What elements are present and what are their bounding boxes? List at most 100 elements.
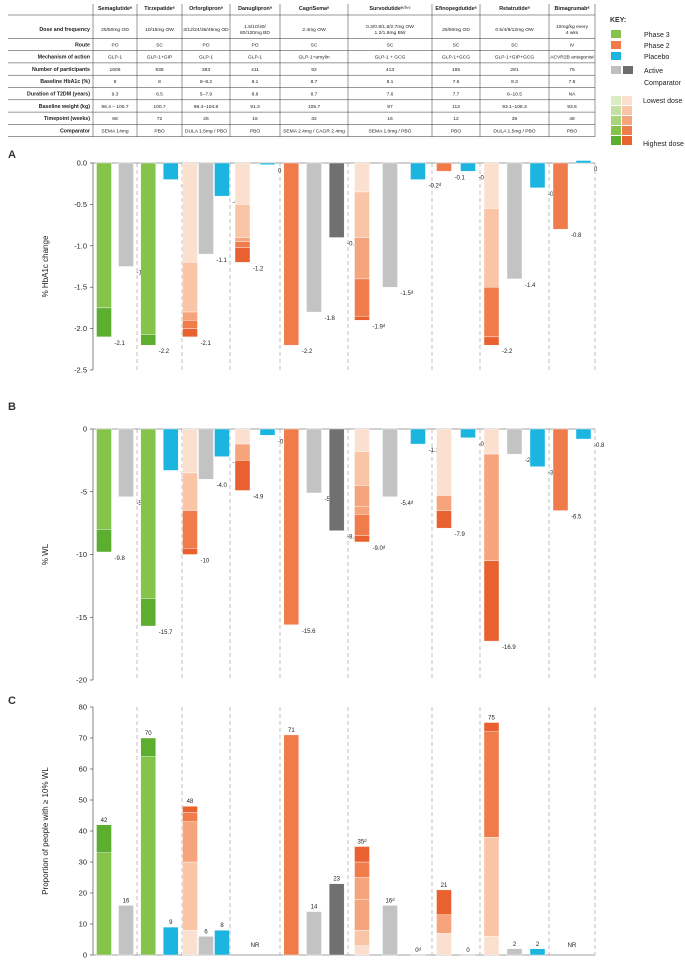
bar-value-label: -1.5ᵈ: [401, 290, 414, 297]
bar-value-label: 35ᵈ: [358, 839, 367, 846]
nr-label: NR: [568, 943, 577, 949]
key-swatch: [623, 66, 633, 74]
bar-value-label: 48: [187, 799, 194, 805]
row-label: Comparator: [60, 128, 90, 134]
bar-value-label: -15.7: [159, 630, 173, 636]
key-label: Phase 3: [644, 32, 670, 39]
row-label: Number of participants: [32, 67, 90, 73]
table-cell: 32: [311, 116, 317, 122]
panel-a-hba1c: A 0.0 -0.5 -1.0 -1.5 -2.0 -2.5 % HbA1c change -2…: [8, 149, 598, 375]
table-cell: 411: [251, 67, 259, 73]
table-cell: 8: [158, 79, 161, 85]
bar-segment: [283, 428, 300, 625]
table-cell: 8.5: [156, 91, 163, 97]
table-cell: 93.6: [567, 104, 577, 110]
bar-segment: [259, 162, 276, 165]
table-cell: 68: [112, 116, 118, 122]
panel-letter: A: [8, 149, 16, 161]
bar-segment: [354, 451, 370, 486]
key-gradient-phase2: [622, 106, 632, 115]
y-tick-label: -15: [76, 613, 87, 622]
table-cell: 48: [569, 116, 575, 122]
table-cell: 7.6: [387, 91, 394, 97]
bar-segment: [234, 162, 251, 205]
table-cell: SC: [156, 42, 163, 48]
bar-segment: [163, 162, 179, 180]
bar-segment: [354, 237, 370, 280]
bar-segment: [198, 936, 214, 956]
key-gradient-phase2: [622, 116, 632, 125]
bar-segment: [259, 428, 276, 436]
bar-segment: [140, 737, 156, 757]
bar-value-label: -2.2: [159, 349, 170, 355]
y-tick-label: -20: [76, 676, 87, 685]
table-cell: PBO: [451, 128, 462, 134]
bar-segment: [96, 307, 112, 338]
y-tick-label: -2.0: [74, 324, 87, 333]
bar-segment: [354, 506, 370, 515]
bar-segment: [410, 428, 426, 445]
table-cell: GLP-1: [248, 55, 262, 61]
table-cell: 93.1–108.3: [502, 104, 527, 110]
bar-segment: [118, 428, 134, 497]
table-cell: 36: [512, 116, 518, 122]
key-title: KEY:: [610, 17, 626, 24]
bar-value-label: 9: [169, 920, 173, 926]
bar-segment: [140, 428, 156, 599]
bar-segment: [354, 861, 370, 878]
bar-value-label: -0.2ᵈ: [429, 183, 442, 190]
y-tick-label: -5: [80, 487, 87, 496]
bar-segment: [182, 930, 198, 956]
table-cell: 16: [252, 116, 258, 122]
table-cell: 8.7: [311, 79, 318, 85]
table-cell: 25/50mg OD: [101, 27, 129, 33]
bar-segment: [506, 428, 523, 455]
bar-segment: [140, 334, 156, 346]
y-tick-label: 80: [79, 703, 87, 712]
bar-segment: [306, 911, 322, 956]
bar-segment: [354, 514, 370, 536]
bar-value-label: -6.5: [571, 515, 582, 521]
bar-segment: [234, 428, 251, 445]
drug-header: Danuglipronᵃ: [238, 6, 272, 12]
bar-value-label: 75: [488, 716, 495, 722]
table-cell: IV: [570, 42, 575, 48]
bar-value-label: -4.0: [217, 483, 228, 489]
row-label: Duration of T2DM (years): [27, 91, 90, 97]
bar-segment: [163, 926, 179, 956]
key-gradient-phase2: [622, 136, 632, 145]
drug-header: Orforglipronᵃ: [189, 6, 223, 12]
bar-segment: [382, 428, 398, 497]
drug-header: Tirzepatideᵃ: [144, 6, 174, 12]
bar-segment: [575, 160, 592, 164]
table-cell: 8.8: [252, 91, 259, 97]
table-cell: 7.6: [453, 79, 460, 85]
table-cell: 1.2/1.8mg BW: [375, 30, 406, 36]
table-cell: PO: [111, 42, 118, 48]
key-label: Comparator: [644, 80, 682, 87]
bar-segment: [354, 846, 370, 863]
bar-value-label: 6: [204, 929, 208, 935]
key-highest-label: Highest dose: [643, 141, 684, 148]
table-cell: PBO: [250, 128, 261, 134]
bar-value-label: -7.9: [455, 532, 466, 538]
study-table: Semaglutideᵃ Tirzepatideᵃ Orforglipronᵃ Dan…: [8, 4, 596, 137]
bar-value-label: -8.1: [347, 535, 358, 541]
bar-segment: [354, 191, 370, 238]
bar-segment: [436, 162, 452, 172]
table-cell: 383: [202, 67, 210, 73]
bar-segment: [234, 204, 251, 238]
table-cell: SEMA 2.4mg / CAGR 2.4mg: [283, 128, 345, 134]
bar-segment: [382, 905, 398, 956]
table-cell: 8.1: [252, 79, 259, 85]
bar-segment: [436, 914, 452, 934]
bar-segment: [96, 852, 112, 956]
bar-segment: [483, 162, 500, 209]
panel-letter: C: [8, 695, 16, 707]
bar-value-label: -0.8: [594, 443, 605, 449]
bar-value-label: -0.5: [278, 439, 289, 445]
bar-segment: [182, 472, 198, 511]
y-tick-label: 10: [79, 920, 87, 929]
